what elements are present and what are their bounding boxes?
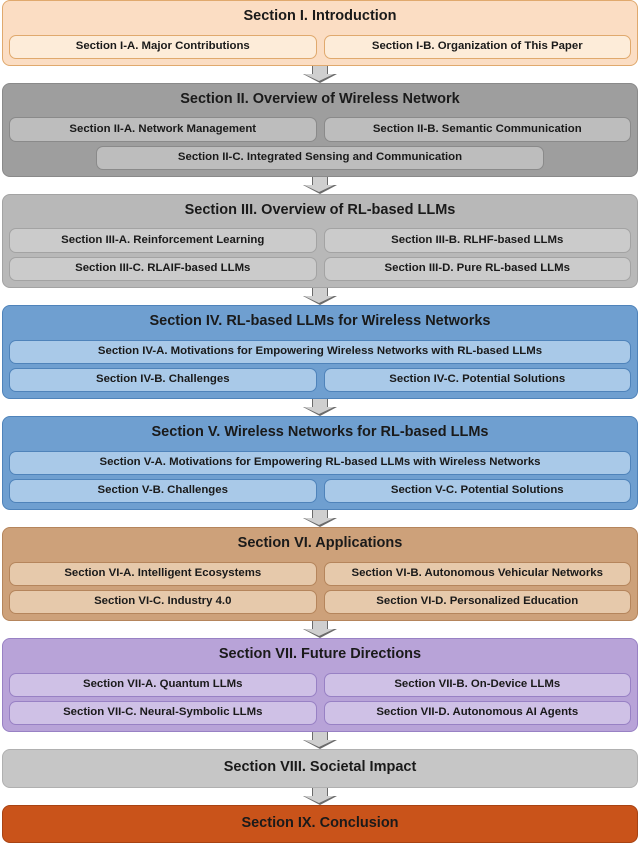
section-title: Section V. Wireless Networks for RL-base… (151, 424, 489, 440)
section-title: Section VII. Future Directions (218, 646, 422, 663)
subsection-box[interactable]: Section VI-A. Intelligent Ecosystems (9, 561, 317, 586)
subsection-box[interactable]: Section V-C. Potential Solutions (323, 478, 631, 504)
subsection-box[interactable]: Section III-B. RLHF-based LLMs (323, 228, 631, 253)
section-block-5[interactable]: Section V. Wireless Networks for RL-base… (2, 416, 638, 511)
subsection-row: Section VII-C. Neural-Symbolic LLMs Secti… (9, 700, 631, 726)
subsection-box[interactable]: Section VI-D. Personalized Education (323, 589, 631, 615)
subsection-row: Section I-A. Major Contributions Section … (9, 34, 631, 59)
flow-arrow-down-icon (0, 732, 640, 750)
subsection-row: Section III-A. Reinforcement Learning Sec… (9, 228, 631, 253)
flow-arrow-down-icon (0, 510, 640, 528)
subsection-box[interactable]: Section III-A. Reinforcement Learning (9, 228, 317, 253)
subsection-box[interactable]: Section VII-A. Quantum LLMs (9, 672, 317, 697)
section-title: Section VI. Applications (237, 535, 403, 552)
subsection-box[interactable]: Section VII-D. Autonomous AI Agents (323, 700, 631, 726)
section-block-2[interactable]: Section II. Overview of Wireless Network… (2, 82, 638, 177)
subsection-box[interactable]: Section III-C. RLAIF-based LLMs (9, 256, 317, 281)
section-block-9[interactable]: Section IX. Conclusion (2, 804, 638, 843)
subsection-row: Section II-A. Network Management Section … (9, 117, 631, 142)
section-title: Section I. Introduction (243, 8, 397, 24)
subsection-box[interactable]: Section I-A. Major Contributions (9, 34, 317, 59)
subsection-box[interactable]: Section VII-B. On-Device LLMs (323, 672, 631, 697)
subsection-row: Section VII-A. Quantum LLMs Section VII-B… (9, 672, 631, 697)
section-title: Section II. Overview of Wireless Network (180, 90, 460, 107)
subsection-box[interactable]: Section V-A. Motivations for Empowering … (9, 450, 631, 475)
subsection-row: Section V-A. Motivations for Empowering … (9, 450, 631, 475)
section-block-6[interactable]: Section VI. Applications Section VI-A. In… (2, 527, 638, 622)
subsection-box[interactable]: Section II-A. Network Management (9, 117, 317, 142)
subsection-box[interactable]: Section VI-B. Autonomous Vehicular Netwo… (323, 561, 631, 586)
subsection-box[interactable]: Section V-B. Challenges (9, 478, 317, 504)
section-title: Section IV. RL-based LLMs for Wireless N… (149, 312, 491, 329)
flow-arrow-down-icon (0, 287, 640, 305)
section-block-3[interactable]: Section III. Overview of RL-based LLMs Se… (2, 193, 638, 288)
subsection-row: Section III-C. RLAIF-based LLMs Section I… (9, 256, 631, 281)
subsection-row: Section VI-A. Intelligent Ecosystems Sect… (9, 561, 631, 586)
subsection-row: Section IV-B. Challenges Section IV-C. Po… (9, 367, 631, 392)
flow-arrow-down-icon (0, 399, 640, 416)
subsection-box[interactable]: Section IV-A. Motivations for Empowering… (9, 339, 631, 364)
flow-arrow-down-icon (0, 176, 640, 194)
flow-arrow-down-icon (0, 65, 640, 83)
subsection-row: Section IV-A. Motivations for Empowering… (9, 339, 631, 364)
subsection-row: Section VI-C. Industry 4.0 Section VI-D. … (9, 589, 631, 615)
subsection-box[interactable]: Section II-B. Semantic Communication (323, 117, 631, 142)
section-title: Section IX. Conclusion (241, 814, 399, 831)
section-block-7[interactable]: Section VII. Future Directions Section VI… (2, 638, 638, 733)
flow-arrow-down-icon (0, 621, 640, 639)
section-block-8[interactable]: Section VIII. Societal Impact (2, 749, 638, 788)
section-block-4[interactable]: Section IV. RL-based LLMs for Wireless N… (2, 304, 638, 399)
subsection-box[interactable]: Section III-D. Pure RL-based LLMs (323, 256, 631, 281)
section-title: Section III. Overview of RL-based LLMs (184, 201, 456, 218)
flow-arrow-down-icon (0, 787, 640, 805)
section-title: Section VIII. Societal Impact (223, 759, 417, 776)
subsection-box[interactable]: Section IV-C. Potential Solutions (323, 367, 631, 392)
subsection-row: Section II-C. Integrated Sensing and Com… (9, 145, 631, 170)
subsection-box[interactable]: Section VII-C. Neural-Symbolic LLMs (9, 700, 317, 726)
section-block-1[interactable]: Section I. Introduction Section I-A. Majo… (2, 0, 638, 66)
subsection-box[interactable]: Section II-C. Integrated Sensing and Com… (96, 145, 544, 170)
subsection-box[interactable]: Section I-B. Organization of This Paper (323, 34, 631, 59)
subsection-box[interactable]: Section VI-C. Industry 4.0 (9, 589, 317, 615)
subsection-row: Section V-B. Challenges Section V-C. Pote… (9, 478, 631, 504)
subsection-box[interactable]: Section IV-B. Challenges (9, 367, 317, 392)
